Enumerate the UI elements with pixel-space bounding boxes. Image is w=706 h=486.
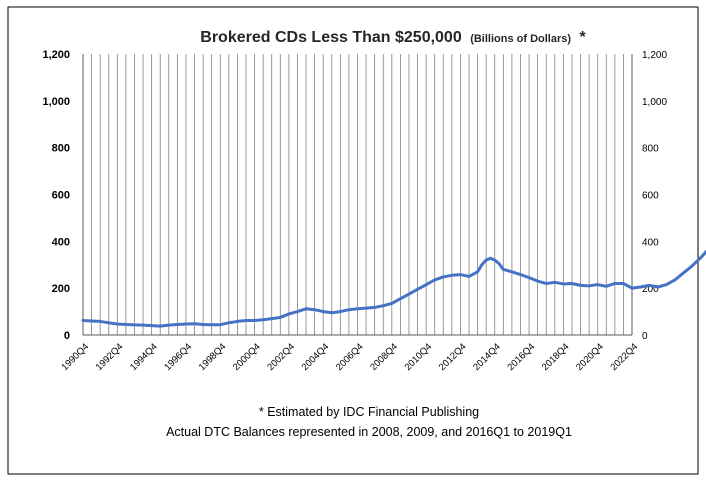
series-group	[81, 249, 706, 328]
y-axis-right: 0 200 400 600 800 1,000 1,200	[642, 50, 667, 342]
grid-lines	[82, 54, 633, 335]
chart-title-unit: (Billions of Dollars)	[470, 33, 571, 45]
chart-title: Brokered CDs Less Than $250,000 (Billion…	[200, 29, 586, 46]
y-tick-label: 0	[64, 330, 70, 342]
y2-tick-label: 800	[642, 144, 659, 155]
y-tick-label: 800	[52, 143, 70, 155]
y-tick-label: 1,200	[42, 49, 70, 61]
y2-tick-label: 1,200	[642, 50, 667, 61]
y-tick-label: 600	[52, 190, 70, 202]
footnote-estimated: * Estimated by IDC Financial Publishing	[259, 405, 479, 419]
y2-tick-label: 0	[642, 331, 648, 342]
footnote-actual-balances: Actual DTC Balances represented in 2008,…	[166, 425, 572, 439]
y2-tick-label: 600	[642, 191, 659, 202]
series-line-actual	[81, 249, 706, 328]
chart-title-star: *	[579, 29, 586, 46]
y-tick-label: 200	[52, 283, 70, 295]
y2-tick-label: 1,000	[642, 97, 667, 108]
chart-border	[7, 6, 699, 475]
y-tick-label: 400	[52, 236, 70, 248]
y2-tick-label: 200	[642, 284, 659, 295]
chart-title-main: Brokered CDs Less Than $250,000	[200, 29, 462, 46]
y-axis-left: 0 200 400 600 800 1,000 1,200	[42, 49, 70, 342]
y-tick-label: 1,000	[42, 96, 70, 108]
y2-tick-label: 400	[642, 237, 659, 248]
